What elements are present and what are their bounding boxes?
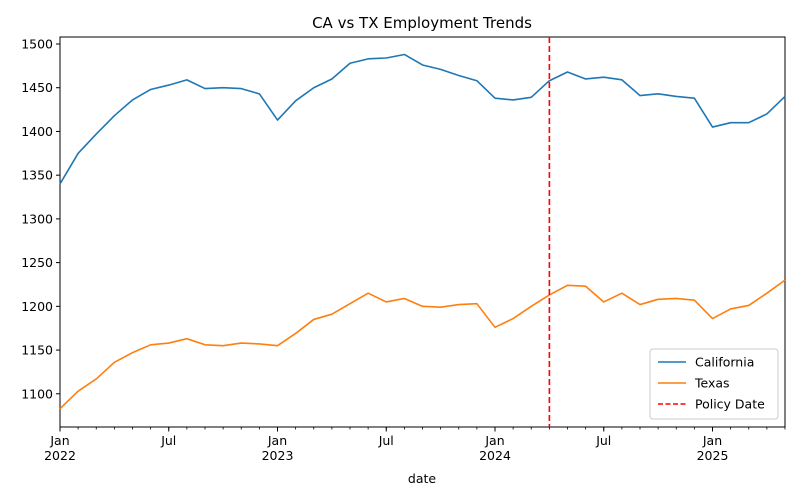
x-tick-label: Jan [267, 433, 287, 448]
y-axis: 1100 1150 1200 1250 1300 1350 1400 1450 1500 [21, 36, 60, 401]
x-tick-year-label: 2023 [262, 448, 294, 463]
x-tick-label: Jan [484, 433, 504, 448]
y-tick-label: 1300 [21, 211, 53, 226]
y-tick-label: 1200 [21, 299, 53, 314]
legend-label: Texas [694, 376, 730, 391]
chart-title: CA vs TX Employment Trends [312, 14, 532, 32]
y-tick-label: 1250 [21, 255, 53, 270]
y-tick-label: 1500 [21, 36, 53, 51]
x-tick-year-label: 2025 [697, 448, 729, 463]
series-line-california [59, 53, 786, 185]
x-tick-label: Jan [49, 433, 69, 448]
x-tick-label: Jul [595, 433, 611, 448]
y-tick-label: 1150 [21, 343, 53, 358]
y-tick-label: 1350 [21, 168, 53, 183]
x-tick-label: Jan [702, 433, 722, 448]
x-axis-label: date [408, 471, 436, 486]
x-tick-label: Jul [160, 433, 176, 448]
x-tick-year-label: 2024 [479, 448, 511, 463]
y-tick-label: 1100 [21, 386, 53, 401]
x-tick-year-label: 2022 [44, 448, 76, 463]
series-line-texas [59, 279, 786, 410]
legend-box [649, 348, 779, 420]
legend-label: Policy Date [695, 397, 765, 412]
x-tick-label: Jul [378, 433, 394, 448]
legend: California Texas Policy Date [649, 348, 779, 420]
legend-label: California [695, 355, 754, 370]
y-tick-label: 1400 [21, 124, 53, 139]
y-tick-label: 1450 [21, 80, 53, 95]
series-layer [59, 53, 786, 410]
